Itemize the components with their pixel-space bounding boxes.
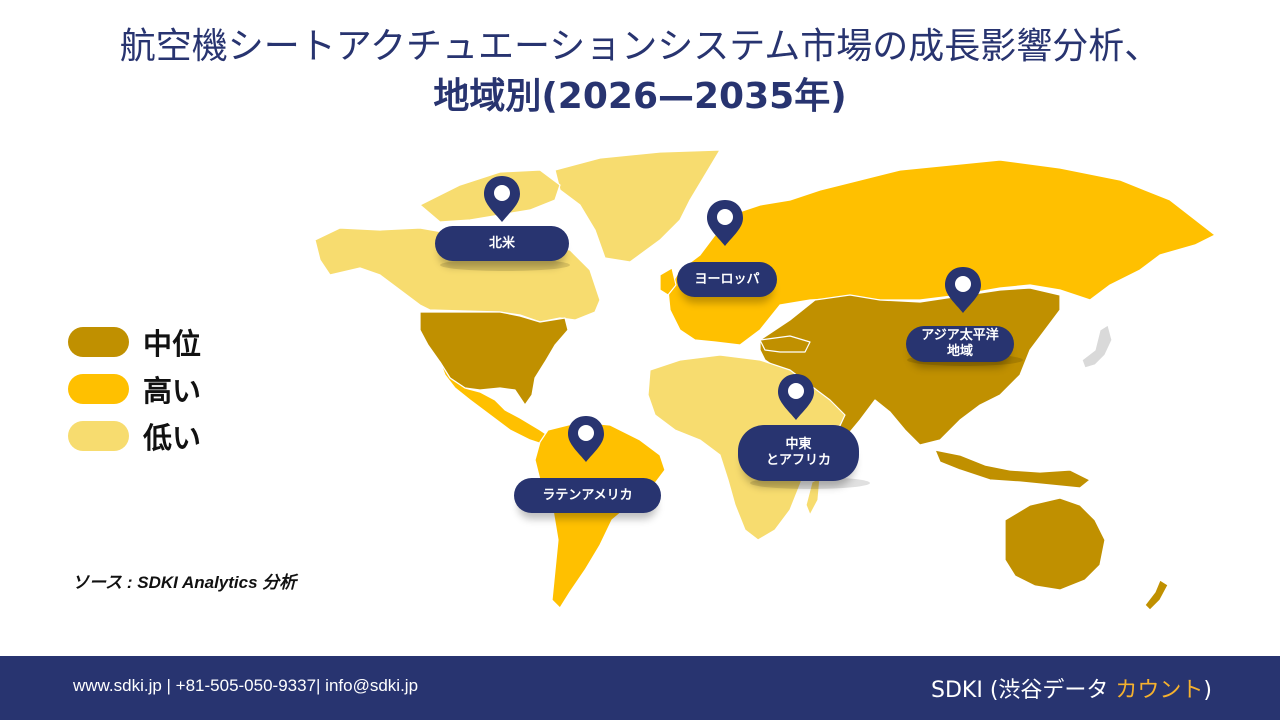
callout-label-latin-america: ラテンアメリカ — [542, 487, 633, 503]
region-usa — [419, 311, 569, 406]
callout-europe[interactable]: ヨーロッパ — [677, 262, 777, 297]
legend-swatch-low — [68, 420, 129, 451]
legend: 中位 高い 低い — [68, 318, 201, 459]
legend-item-low: 低い — [68, 412, 201, 459]
footer-contact[interactable]: www.sdki.jp | +81-505-050-9337| info@sdk… — [73, 676, 419, 695]
legend-item-medium: 中位 — [68, 318, 201, 365]
location-pin-icon-middle-east-africa[interactable] — [776, 372, 816, 422]
location-pin-icon-latin-america[interactable] — [566, 414, 606, 464]
title-line-1: 航空機シートアクチュエーションシステム市場の成長影響分析、 — [119, 26, 1161, 67]
legend-label-high: 高い — [143, 373, 202, 408]
region-greenland — [554, 149, 721, 263]
brand-end: ) — [1203, 678, 1212, 703]
footer: www.sdki.jp | +81-505-050-9337| info@sdk… — [0, 656, 1280, 720]
legend-swatch-high — [68, 373, 129, 404]
world-map — [314, 149, 1216, 611]
page-title: 航空機シートアクチュエーションシステム市場の成長影響分析、 地域別(2026—2… — [0, 22, 1280, 122]
region-turkey — [759, 335, 811, 353]
callout-label-mea-line1: 中東 — [785, 437, 812, 452]
location-pin-icon-north-america[interactable] — [482, 174, 522, 224]
legend-label-medium: 中位 — [143, 326, 202, 361]
callout-north-america[interactable]: 北米 — [435, 226, 569, 261]
brand-accent: カウント — [1115, 678, 1204, 703]
callout-middle-east-africa[interactable]: 中東 とアフリカ — [738, 425, 859, 481]
callout-label-mea-line2: とアフリカ — [765, 453, 831, 468]
callout-label-asia-pacific-line1: アジア太平洋 — [921, 328, 999, 343]
callout-label-north-america: 北米 — [488, 235, 515, 251]
region-indonesia — [934, 449, 1091, 489]
region-australia — [1004, 497, 1106, 591]
callout-latin-america[interactable]: ラテンアメリカ — [514, 478, 661, 513]
legend-swatch-medium — [68, 326, 129, 357]
callout-asia-pacific[interactable]: アジア太平洋 地域 — [906, 326, 1014, 362]
legend-label-low: 低い — [143, 420, 202, 455]
region-new-zealand — [1144, 579, 1169, 611]
region-europe-russia — [667, 159, 1216, 346]
region-uk — [659, 267, 677, 296]
footer-brand: SDKI (渋谷データ カウント) — [931, 672, 1212, 704]
location-pin-icon-europe[interactable] — [705, 198, 745, 248]
callout-label-asia-pacific-line2: 地域 — [946, 344, 973, 359]
legend-item-high: 高い — [68, 365, 201, 412]
region-japan — [1081, 324, 1113, 369]
source-note: ソース : SDKI Analytics 分析 — [72, 573, 297, 592]
title-line-2: 地域別(2026—2035年) — [433, 76, 847, 117]
callout-label-europe: ヨーロッパ — [694, 271, 760, 287]
brand-main: SDKI (渋谷データ — [931, 678, 1116, 703]
location-pin-icon-asia-pacific[interactable] — [943, 265, 983, 315]
